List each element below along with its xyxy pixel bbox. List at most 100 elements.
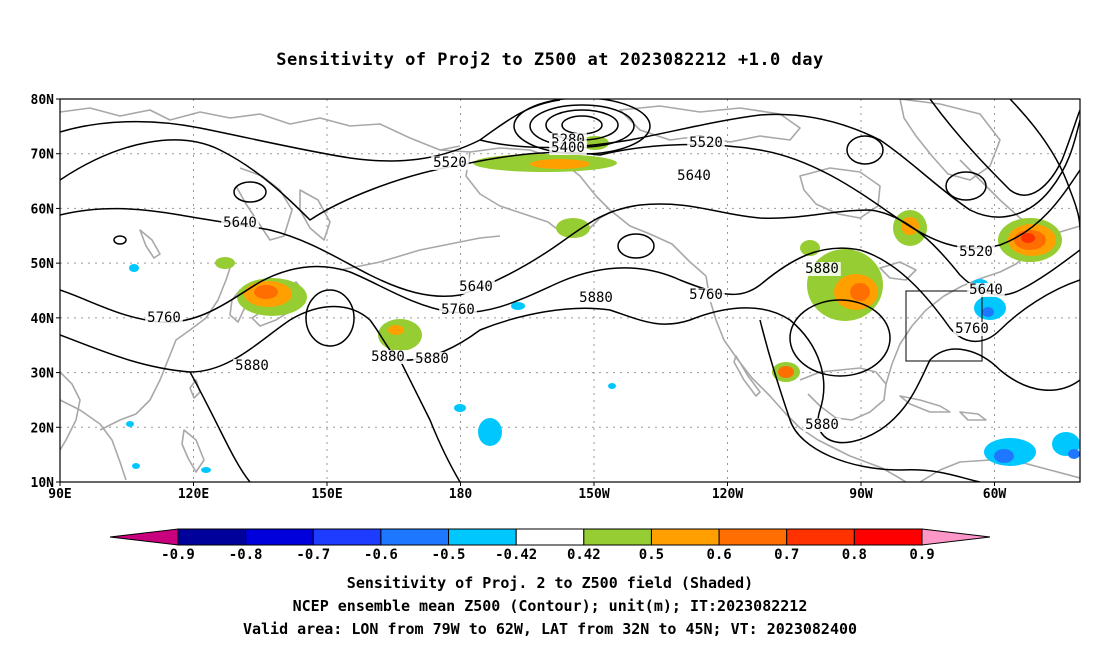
contour-label: 5880 [805, 417, 839, 433]
contour-label: 5760 [147, 310, 181, 326]
contour-label-bg [457, 280, 495, 294]
coastline-alaska [439, 147, 707, 277]
contour-label-bg [369, 350, 407, 364]
contour-label: 5520 [959, 244, 993, 260]
negative-patch-pacific [126, 264, 616, 473]
colorbar-tick-label: 0.42 [567, 547, 601, 563]
colorbar-tick-label: -0.7 [296, 547, 330, 563]
contour-5520 [60, 139, 1080, 249]
contour-label-bg [803, 418, 841, 432]
contour-label-bg [549, 141, 587, 155]
map-frame [59, 98, 1081, 483]
contour-label: 5760 [441, 302, 475, 318]
coastline-arctic-islands [619, 105, 801, 143]
colorbar-box [312, 528, 382, 546]
positive-patch-hudson [893, 210, 927, 246]
colorbar-tick-label: 0.9 [909, 547, 934, 563]
contour-label-bg [439, 303, 477, 317]
negative-patch-caribbean [984, 432, 1080, 466]
colorbar-box [786, 528, 855, 546]
coastline-alaska-west [465, 151, 615, 237]
contour-small-high-pacific [305, 289, 355, 347]
colorbar-box [515, 528, 585, 546]
coastline-aleutians [339, 235, 501, 271]
coastline-greenland [899, 99, 1001, 181]
lat-tick-label: 50N [31, 257, 55, 272]
lon-tick-label: 90W [849, 487, 873, 502]
contour-label: 5880 [579, 290, 613, 306]
lon-tick-label: 180 [449, 487, 473, 502]
contour-polar-3 [1009, 99, 1080, 231]
lon-tick-label: 150E [311, 487, 342, 502]
lon-tick-label: 120E [178, 487, 209, 502]
contour-5880-east [759, 319, 981, 482]
colorbar-tick-label: -0.6 [364, 547, 398, 563]
contour-small-low-west [113, 235, 127, 245]
contour-label: 5640 [459, 279, 493, 295]
contour-label-bg [953, 322, 991, 336]
latitude-axis: 80N 70N 60N 50N 40N 30N 20N 10N [31, 93, 60, 491]
coastline-gulf [799, 367, 887, 421]
contour-label-bg [413, 352, 451, 366]
colorbar-box [245, 528, 314, 546]
contour-label: 5640 [677, 168, 711, 184]
contour-label-bg [675, 169, 713, 183]
caption-line-2: NCEP ensemble mean Z500 (Contour); unit(… [292, 597, 808, 615]
positive-patch-labrador [998, 218, 1062, 262]
colorbar-tick-label: -0.42 [495, 547, 537, 563]
colorbar-tick-label: -0.5 [432, 547, 466, 563]
contour-high-central-na [789, 299, 891, 377]
contour-label: 5760 [689, 287, 723, 303]
lon-tick-label: 60W [983, 487, 1007, 502]
colorbar-box [380, 528, 450, 546]
contour-polar-2 [929, 99, 1080, 196]
map-title: Sensitivity of Proj2 to Z500 at 20230822… [276, 50, 824, 70]
colorbar-tick-label: 0.6 [706, 547, 731, 563]
coastline-east-asia [99, 261, 233, 431]
positive-patch-midpacific [378, 319, 422, 351]
colorbar-box [448, 528, 517, 546]
lat-tick-label: 10N [31, 476, 55, 491]
lat-tick-label: 30N [31, 367, 55, 382]
contour-label-bg [221, 216, 259, 230]
contour-small-high-gulf [617, 233, 655, 259]
sensitivity-shading [126, 136, 1080, 473]
colorbar-under-triangle [109, 528, 179, 546]
contour-label-bg [233, 359, 271, 373]
contour-label: 5880 [371, 349, 405, 365]
contour-label-bg [967, 283, 1005, 297]
lat-tick-label: 40N [31, 312, 55, 327]
coastline-siberia [60, 107, 461, 151]
contour-label-bg [431, 156, 469, 170]
lat-tick-label: 80N [31, 93, 55, 108]
contour-label: 5880 [235, 358, 269, 374]
coastline-indochina [60, 399, 127, 481]
contour-5880-west [189, 371, 251, 482]
coastline-philippines [181, 429, 205, 473]
colorbar-tick-label: -0.9 [161, 547, 195, 563]
coastline-hudson-bay [799, 167, 881, 219]
contour-label-bg [687, 136, 725, 150]
positive-patch-japan [215, 257, 307, 316]
contour-label-bg [957, 245, 995, 259]
colorbar-box [853, 528, 923, 546]
coastline-baikal [139, 229, 161, 259]
contour-label-bg [145, 311, 183, 325]
lat-tick-label: 70N [31, 148, 55, 163]
contour-polar-1 [60, 99, 561, 162]
lat-tick-label: 60N [31, 202, 55, 217]
colorbar: -0.9 -0.8 -0.7 -0.6 -0.5 -0.42 0.42 0.5 0.6 0.7 0.… [109, 528, 991, 563]
colorbar-box [718, 528, 788, 546]
contour-label: 5520 [433, 155, 467, 171]
coastline-india [60, 371, 81, 451]
contour-label-bg [577, 291, 615, 305]
contour-label: 5880 [805, 261, 839, 277]
contour-label: 5640 [223, 215, 257, 231]
coastline-baja [733, 355, 761, 397]
contour-5400 [479, 113, 1080, 218]
coastline-hispaniola [959, 411, 987, 421]
lat-tick-label: 20N [31, 421, 55, 436]
colorbar-tick-label: -0.8 [229, 547, 263, 563]
